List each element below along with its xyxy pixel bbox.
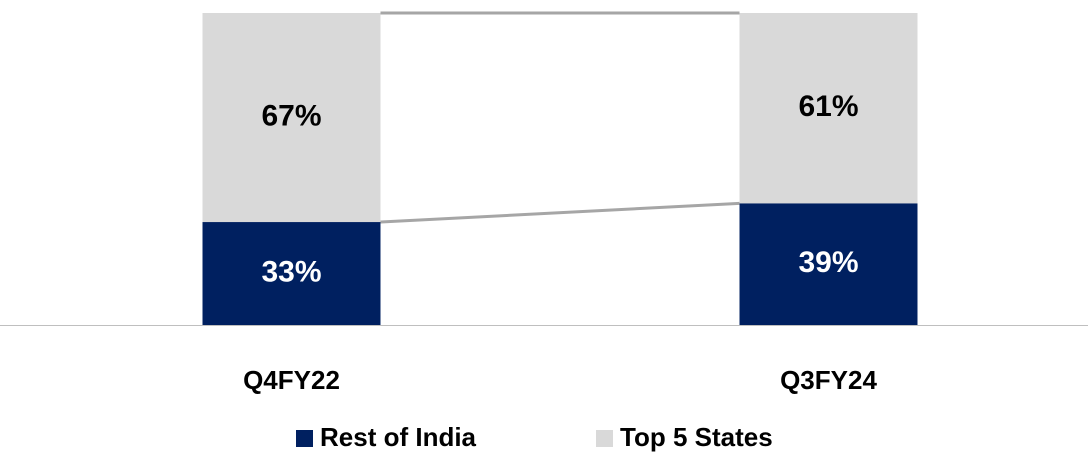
bar-segment (739, 203, 918, 325)
data-label: 61% (798, 90, 858, 123)
data-label: 67% (261, 99, 321, 132)
legend-swatch (596, 430, 613, 447)
bar-segment (739, 13, 918, 204)
connector-line (380, 201, 740, 224)
data-label: 33% (261, 255, 321, 288)
data-label: 39% (798, 246, 858, 279)
bar-segment (202, 222, 381, 325)
x-tick-label: Q4FY22 (243, 365, 340, 395)
legend-label: Top 5 States (620, 422, 773, 452)
legend-swatch (296, 430, 313, 447)
x-tick-label: Q3FY24 (780, 365, 877, 395)
legend-label: Rest of India (320, 422, 477, 452)
bar-segment (202, 13, 381, 223)
